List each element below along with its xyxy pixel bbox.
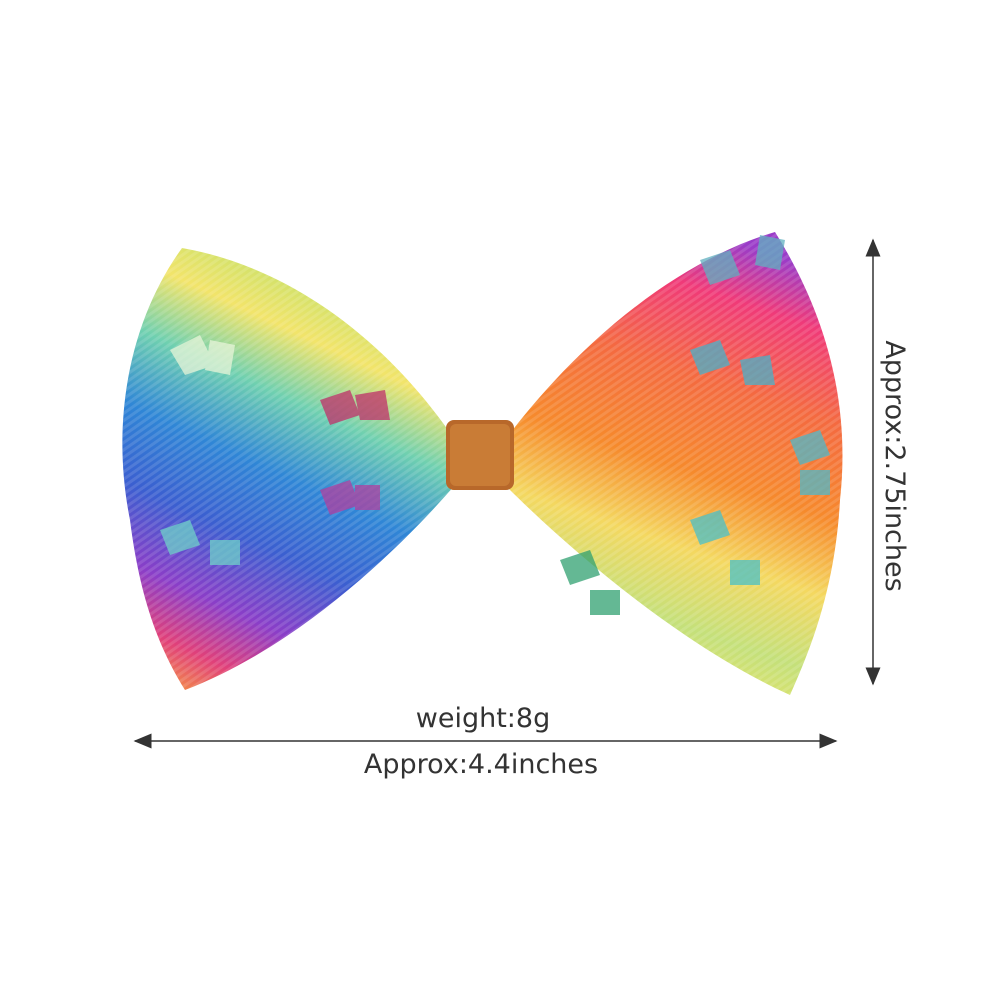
ribbon-texture xyxy=(505,232,843,695)
foil-motifs xyxy=(160,235,830,615)
width-label: Approx:4.4inches xyxy=(364,749,598,780)
ribbon-texture xyxy=(122,248,456,690)
height-label: Approx:2.75inches xyxy=(879,340,910,591)
knot-glitter xyxy=(450,424,510,486)
weight-label: weight:8g xyxy=(416,703,550,734)
bow xyxy=(122,232,843,695)
